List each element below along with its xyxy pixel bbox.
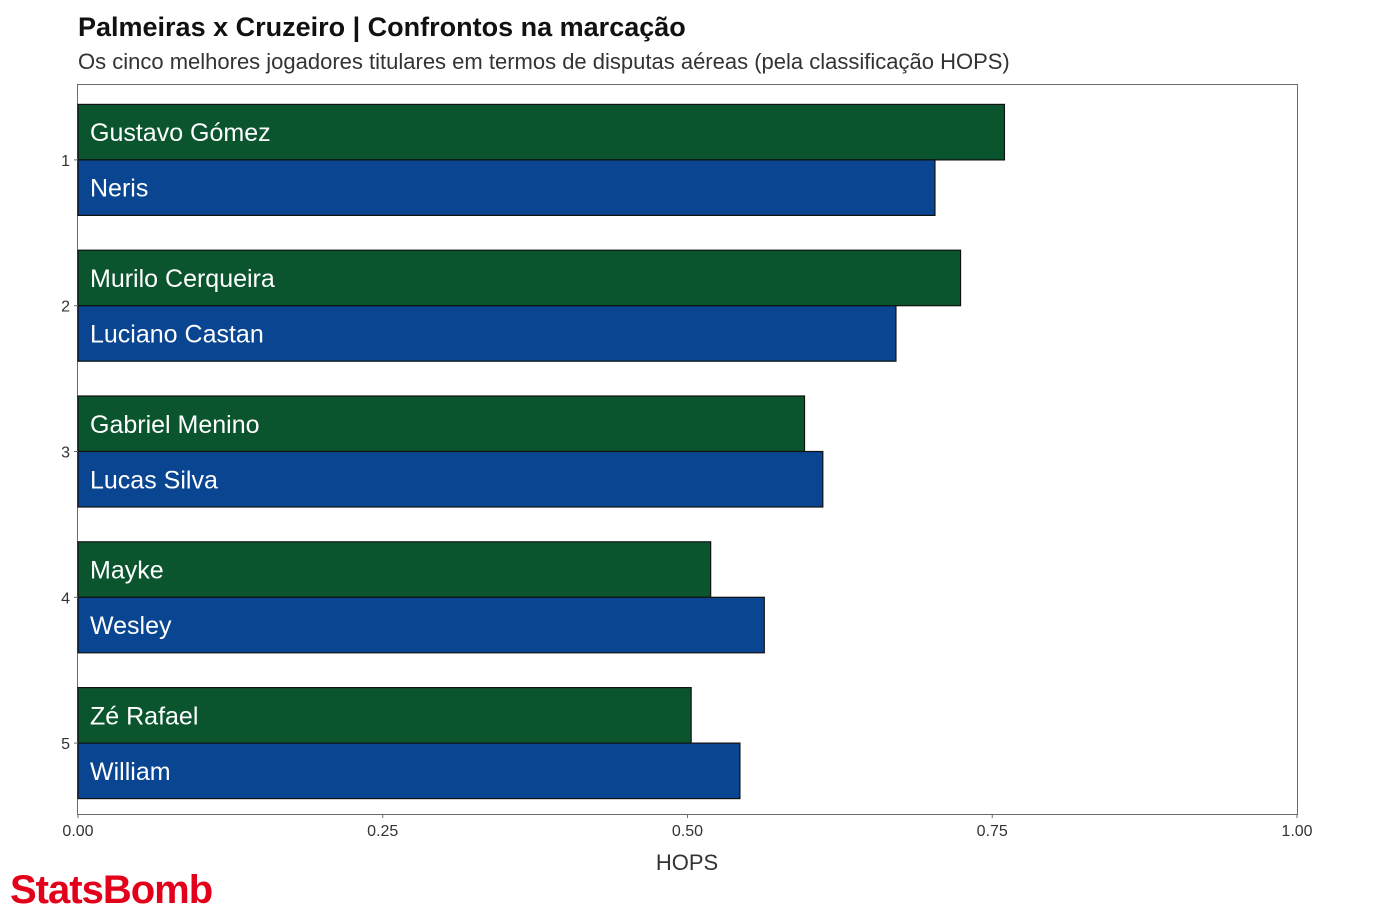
bar-label: Luciano Castan [90,320,264,348]
bar-rank-3-series-2 [77,450,824,508]
x-axis-ticks: 0.00 0.25 0.50 0.75 1.00 [62,814,1313,840]
y-tick-label: 3 [61,445,70,462]
bar-label: Gustavo Gómez [90,119,271,147]
chart-subtitle: Os cinco melhores jogadores titulares em… [78,49,1010,74]
bar-label: Mayke [90,557,164,585]
x-tick-label: 0.25 [367,823,398,840]
bar-label: Wesley [90,612,172,640]
bar-rank-1-series-2 [77,159,936,216]
y-tick-label: 5 [61,736,70,753]
bar-rank-5-series-2 [77,742,741,800]
bars-group: Gustavo Gómez Neris Murilo Cerqueira Lucian… [77,103,1006,800]
statsbomb-logo: StatsBomb [10,868,213,912]
x-axis-title: HOPS [656,850,718,875]
x-tick-label: 0.50 [672,823,703,840]
bar-rank-4-series-2 [77,596,765,654]
chart-title: Palmeiras x Cruzeiro | Confrontos na mar… [78,12,686,42]
y-axis-labels: 1 2 3 4 5 [61,153,78,753]
bar-label: Murilo Cerqueira [90,265,275,293]
bar-rank-1-series-1 [77,103,1006,161]
x-tick-label: 1.00 [1281,823,1312,840]
bar-rank-2-series-1 [77,249,962,307]
x-tick-label: 0.00 [62,823,93,840]
bar-label: Gabriel Menino [90,411,260,439]
bar-label: Neris [90,175,148,203]
y-tick-label: 4 [61,590,70,607]
bar-rank-5-series-1 [77,686,692,744]
bar-rank-2-series-2 [77,305,897,362]
bar-label: Zé Rafael [90,702,198,730]
x-tick-label: 0.75 [977,823,1008,840]
y-tick-label: 1 [61,153,70,170]
bar-label: William [90,758,171,786]
bar-rank-4-series-1 [77,541,712,598]
bar-rank-3-series-1 [77,395,806,453]
y-tick-label: 2 [61,299,70,316]
bar-label: Lucas Silva [90,466,218,494]
